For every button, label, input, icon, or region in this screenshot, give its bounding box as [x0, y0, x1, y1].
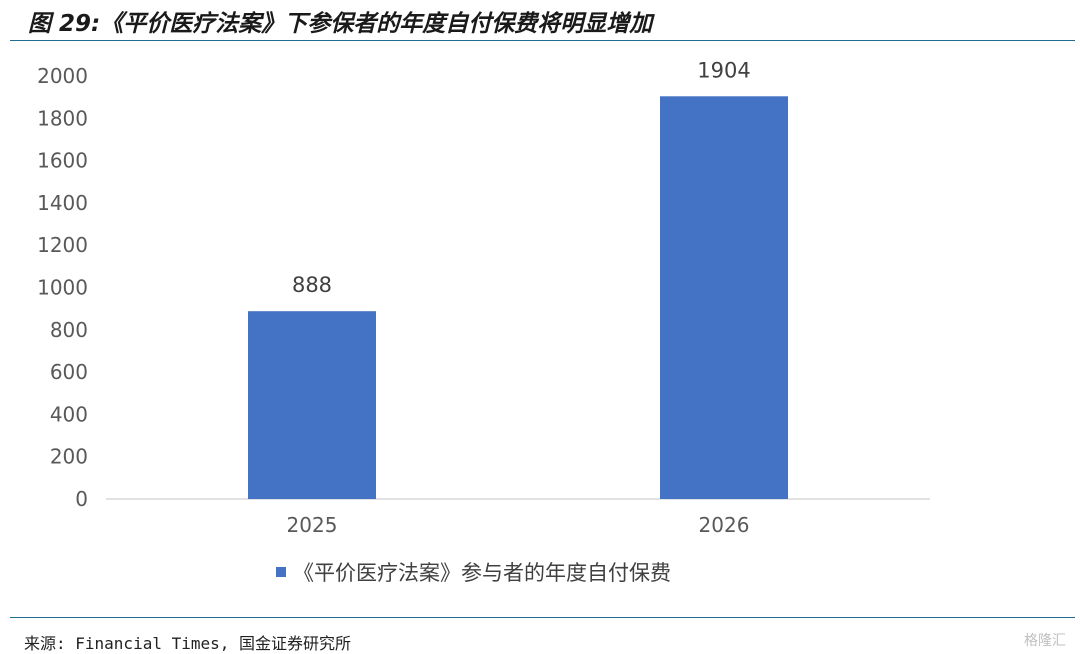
watermark: 格隆汇 [1024, 633, 1066, 649]
y-tick-label: 1200 [37, 233, 88, 257]
x-tick-label: 2025 [287, 513, 338, 537]
y-tick-label: 200 [50, 445, 88, 469]
y-tick-label: 1400 [37, 191, 88, 215]
y-tick-label: 1800 [37, 106, 88, 130]
y-tick-label: 2000 [37, 64, 88, 88]
y-tick-label: 0 [75, 487, 88, 511]
bar [248, 311, 376, 499]
y-tick-label: 600 [50, 360, 88, 384]
figure-title: 图 29:《平价医疗法案》下参保者的年度自付保费将明显增加 [28, 11, 653, 37]
data-label: 1904 [697, 58, 750, 82]
y-tick-label: 800 [50, 318, 88, 342]
legend-swatch [276, 567, 286, 577]
top-rule [10, 40, 1075, 41]
legend-label: 《平价医疗法案》参与者的年度自付保费 [293, 561, 671, 585]
y-tick-label: 1000 [37, 276, 88, 300]
x-tick-label: 2026 [699, 513, 750, 537]
source-note: 来源: Financial Times, 国金证券研究所 [24, 634, 352, 653]
bottom-rule [10, 617, 1075, 618]
bar [660, 96, 788, 499]
y-tick-label: 1600 [37, 149, 88, 173]
y-tick-label: 400 [50, 402, 88, 426]
bar-chart: 0 200 400 600 800 1000 1200 1400 1600 1800 2000 888… [37, 58, 930, 585]
data-label: 888 [292, 273, 332, 297]
